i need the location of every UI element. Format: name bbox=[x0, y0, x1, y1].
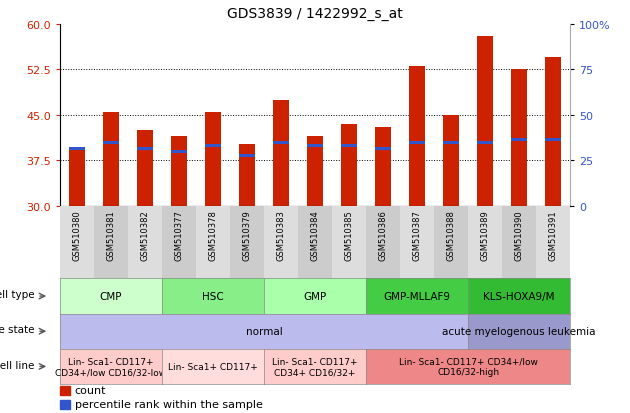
Bar bbox=[307, 144, 323, 147]
Bar bbox=[60, 206, 94, 279]
Bar bbox=[94, 206, 128, 279]
Bar bbox=[239, 145, 255, 206]
Bar bbox=[273, 141, 289, 145]
Bar bbox=[298, 206, 332, 279]
Text: GSM510390: GSM510390 bbox=[515, 210, 524, 261]
Text: GSM510391: GSM510391 bbox=[549, 210, 558, 261]
Bar bbox=[239, 154, 255, 158]
Bar bbox=[512, 70, 527, 206]
Text: GSM510377: GSM510377 bbox=[175, 210, 183, 261]
Bar bbox=[546, 138, 561, 142]
Text: Lin- Sca1- CD117+
CD34+/low CD16/32-low: Lin- Sca1- CD117+ CD34+/low CD16/32-low bbox=[55, 357, 166, 376]
Bar bbox=[332, 206, 366, 279]
Bar bbox=[375, 147, 391, 151]
Bar bbox=[128, 206, 162, 279]
Bar bbox=[137, 147, 152, 151]
Text: normal: normal bbox=[246, 326, 282, 337]
Text: GSM510386: GSM510386 bbox=[379, 210, 387, 261]
Bar bbox=[400, 206, 434, 279]
Text: cell type: cell type bbox=[0, 290, 35, 299]
Bar bbox=[103, 113, 118, 206]
Text: GSM510379: GSM510379 bbox=[243, 210, 251, 261]
Bar bbox=[196, 206, 230, 279]
Text: HSC: HSC bbox=[202, 291, 224, 301]
Bar bbox=[434, 206, 468, 279]
Bar bbox=[410, 67, 425, 206]
Text: GSM510381: GSM510381 bbox=[106, 210, 115, 261]
Bar bbox=[137, 131, 152, 206]
Bar bbox=[69, 147, 84, 151]
Text: GSM510389: GSM510389 bbox=[481, 210, 490, 261]
Bar bbox=[478, 141, 493, 145]
Bar bbox=[410, 141, 425, 145]
Text: percentile rank within the sample: percentile rank within the sample bbox=[75, 399, 263, 409]
Bar bbox=[546, 58, 561, 206]
Text: GSM510388: GSM510388 bbox=[447, 210, 455, 261]
Bar bbox=[69, 149, 84, 206]
Text: Lin- Sca1+ CD117+: Lin- Sca1+ CD117+ bbox=[168, 362, 258, 371]
Title: GDS3839 / 1422992_s_at: GDS3839 / 1422992_s_at bbox=[227, 7, 403, 21]
Bar bbox=[512, 138, 527, 142]
Text: GSM510380: GSM510380 bbox=[72, 210, 81, 261]
Text: GSM510384: GSM510384 bbox=[311, 210, 319, 261]
Text: disease state: disease state bbox=[0, 325, 35, 335]
Text: acute myelogenous leukemia: acute myelogenous leukemia bbox=[442, 326, 596, 337]
Bar bbox=[341, 125, 357, 206]
Text: GMP: GMP bbox=[304, 291, 326, 301]
Text: GSM510382: GSM510382 bbox=[140, 210, 149, 261]
Text: GSM510383: GSM510383 bbox=[277, 210, 285, 261]
Bar bbox=[444, 116, 459, 206]
Bar bbox=[162, 206, 196, 279]
Bar bbox=[103, 141, 118, 145]
Text: CMP: CMP bbox=[100, 291, 122, 301]
Bar bbox=[264, 206, 298, 279]
Bar bbox=[375, 128, 391, 206]
Text: cell line: cell line bbox=[0, 360, 35, 370]
Text: count: count bbox=[75, 386, 106, 396]
Bar bbox=[536, 206, 570, 279]
Text: KLS-HOXA9/M: KLS-HOXA9/M bbox=[483, 291, 555, 301]
Text: GMP-MLLAF9: GMP-MLLAF9 bbox=[384, 291, 450, 301]
Bar bbox=[60, 400, 69, 409]
Bar bbox=[366, 206, 400, 279]
Bar bbox=[341, 144, 357, 147]
Text: Lin- Sca1- CD117+
CD34+ CD16/32+: Lin- Sca1- CD117+ CD34+ CD16/32+ bbox=[272, 357, 358, 376]
Text: GSM510385: GSM510385 bbox=[345, 210, 353, 261]
Bar bbox=[273, 100, 289, 206]
Bar bbox=[468, 206, 502, 279]
Bar bbox=[230, 206, 264, 279]
Text: Lin- Sca1- CD117+ CD34+/low
CD16/32-high: Lin- Sca1- CD117+ CD34+/low CD16/32-high bbox=[399, 357, 537, 376]
Text: GSM510387: GSM510387 bbox=[413, 210, 421, 261]
Bar bbox=[60, 386, 69, 395]
Bar bbox=[171, 150, 186, 154]
Bar bbox=[444, 141, 459, 145]
Bar bbox=[205, 144, 220, 147]
Bar bbox=[171, 137, 186, 206]
Bar bbox=[307, 137, 323, 206]
Bar bbox=[478, 37, 493, 207]
Text: GSM510378: GSM510378 bbox=[209, 210, 217, 261]
Bar bbox=[205, 113, 220, 206]
Bar bbox=[502, 206, 536, 279]
